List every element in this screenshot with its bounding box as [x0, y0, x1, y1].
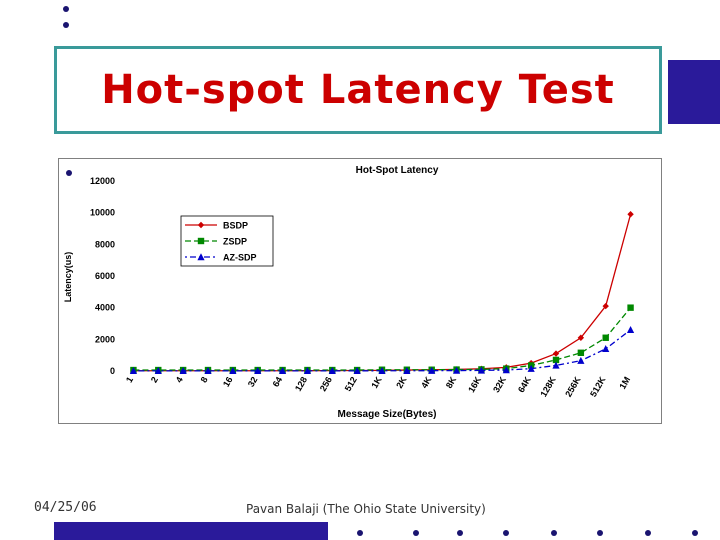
- slide-date: 04/25/06: [34, 500, 97, 515]
- data-point: [552, 361, 560, 369]
- data-point: [154, 367, 162, 375]
- y-tick-label: 6000: [95, 271, 115, 281]
- x-tick-label: 64: [271, 375, 285, 389]
- x-tick-label: 128K: [538, 375, 558, 399]
- x-tick-label: 2: [149, 375, 160, 384]
- chart-title: Hot-Spot Latency: [356, 165, 439, 176]
- x-tick-label: 512K: [588, 375, 608, 399]
- data-point: [477, 366, 486, 374]
- data-point: [428, 366, 436, 374]
- x-tick-label: 1K: [369, 375, 384, 390]
- data-point: [254, 367, 262, 375]
- slide-title: Hot-spot Latency Test: [101, 67, 615, 113]
- decorative-dot: [551, 530, 557, 536]
- data-point: [577, 356, 585, 364]
- data-point: [552, 356, 560, 364]
- legend-marker: [197, 237, 205, 245]
- x-tick-label: 128: [293, 375, 309, 393]
- y-tick-label: 10000: [90, 208, 115, 218]
- footer-bar: [54, 522, 328, 540]
- x-tick-label: 8: [199, 375, 210, 384]
- slide-author: Pavan Balaji (The Ohio State University): [246, 502, 486, 516]
- y-tick-label: 12000: [90, 176, 115, 186]
- data-point: [602, 302, 609, 310]
- y-axis-label: Latency(us): [63, 252, 73, 303]
- y-tick-label: 4000: [95, 303, 115, 313]
- x-tick-label: 512: [343, 375, 359, 393]
- decorative-dot: [597, 530, 603, 536]
- x-tick-label: 8K: [444, 375, 459, 390]
- x-tick-label: 1M: [617, 375, 632, 391]
- data-point: [626, 326, 635, 334]
- legend-marker: [197, 221, 205, 229]
- x-tick-label: 256K: [563, 375, 583, 399]
- legend-label: ZSDP: [223, 237, 247, 247]
- decorative-dot: [63, 6, 69, 12]
- decorative-dot: [692, 530, 698, 536]
- data-point: [627, 304, 634, 311]
- data-point: [577, 349, 585, 356]
- y-tick-label: 0: [110, 366, 115, 376]
- data-point: [328, 367, 336, 375]
- x-tick-label: 16: [221, 375, 235, 389]
- legend-label: AZ-SDP: [223, 253, 257, 263]
- data-point: [353, 367, 361, 375]
- chart-svg: Hot-Spot Latency Latency(us) Message Siz…: [63, 165, 643, 420]
- decorative-block: [668, 60, 720, 124]
- data-point: [403, 366, 411, 374]
- decorative-dot: [645, 530, 651, 536]
- y-tick-label: 2000: [95, 334, 115, 344]
- data-point: [602, 345, 610, 353]
- x-tick-label: 32K: [491, 375, 508, 395]
- data-point: [229, 367, 237, 375]
- x-tick-label: 256: [318, 375, 334, 393]
- data-point: [602, 334, 609, 341]
- x-tick-label: 2K: [394, 375, 409, 390]
- decorative-dot: [457, 530, 463, 536]
- data-point: [378, 366, 386, 374]
- data-point: [527, 364, 535, 372]
- data-point: [577, 334, 585, 341]
- decorative-dot: [63, 22, 69, 28]
- data-point: [502, 366, 510, 374]
- x-tick-label: 1: [124, 375, 135, 384]
- y-tick-label: 8000: [95, 239, 115, 249]
- x-tick-label: 32: [246, 375, 260, 389]
- series-az-sdp: [129, 326, 635, 375]
- x-tick-label: 16K: [466, 375, 483, 395]
- decorative-dot: [413, 530, 419, 536]
- data-point: [129, 367, 138, 375]
- data-point: [303, 367, 312, 375]
- data-point: [179, 367, 187, 375]
- chart-frame: Hot-Spot Latency Latency(us) Message Siz…: [58, 158, 662, 424]
- x-axis-label: Message Size(Bytes): [338, 409, 437, 420]
- data-point: [204, 367, 212, 375]
- plot-area: [181, 181, 643, 371]
- x-tick-label: 64K: [516, 375, 533, 395]
- data-point: [552, 350, 560, 357]
- data-point: [452, 366, 461, 374]
- decorative-dot: [66, 170, 72, 176]
- x-tick-label: 4K: [419, 375, 434, 390]
- decorative-dot: [357, 530, 363, 536]
- legend-label: BSDP: [223, 221, 248, 231]
- decorative-dot: [503, 530, 509, 536]
- data-point: [278, 367, 287, 375]
- title-frame: Hot-spot Latency Test: [54, 46, 662, 134]
- x-tick-label: 4: [174, 375, 185, 384]
- legend-marker: [197, 253, 205, 261]
- data-point: [627, 211, 634, 218]
